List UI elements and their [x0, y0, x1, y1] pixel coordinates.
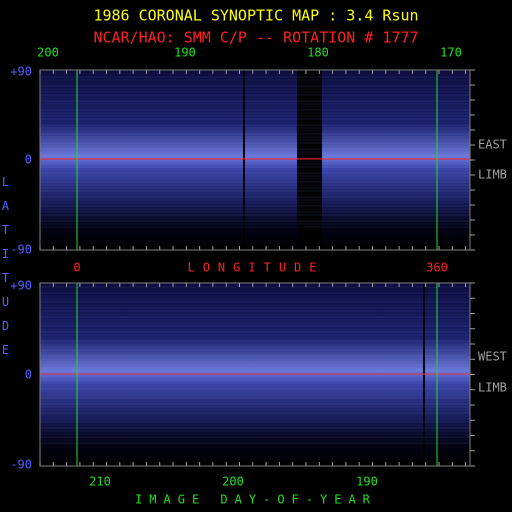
data-gap — [297, 70, 322, 250]
y-tick-label: +90 — [10, 279, 32, 293]
x-tick-label: 210 — [89, 475, 111, 489]
x-tick-label: 200 — [222, 475, 244, 489]
x-tick-label: 180 — [307, 46, 329, 60]
side-label: LIMB — [478, 381, 507, 395]
axis-title: LATITUDE — [0, 175, 13, 367]
y-tick-label: 0 — [25, 153, 32, 167]
side-label: EAST — [478, 138, 507, 152]
axis-title: IMAGE DAY-OF-YEAR — [135, 493, 377, 507]
axis-label: 360 — [426, 261, 448, 275]
y-tick-label: -90 — [10, 243, 32, 257]
side-label: LIMB — [478, 168, 507, 182]
x-tick-label: 190 — [174, 46, 196, 60]
y-tick-label: -90 — [10, 458, 32, 472]
axis-title: LONGITUDE — [187, 261, 324, 275]
x-tick-label: 190 — [356, 475, 378, 489]
subtitle: NCAR/HAO: SMM C/P -- ROTATION # 1777 — [93, 29, 418, 47]
top-map — [40, 70, 470, 250]
x-tick-label: 200 — [37, 46, 59, 60]
y-tick-label: +90 — [10, 65, 32, 79]
y-tick-label: 0 — [25, 368, 32, 382]
x-tick-label: 170 — [440, 46, 462, 60]
title: 1986 CORONAL SYNOPTIC MAP : 3.4 Rsun — [93, 7, 418, 25]
axis-label: 0 — [73, 261, 80, 275]
side-label: WEST — [478, 350, 507, 364]
